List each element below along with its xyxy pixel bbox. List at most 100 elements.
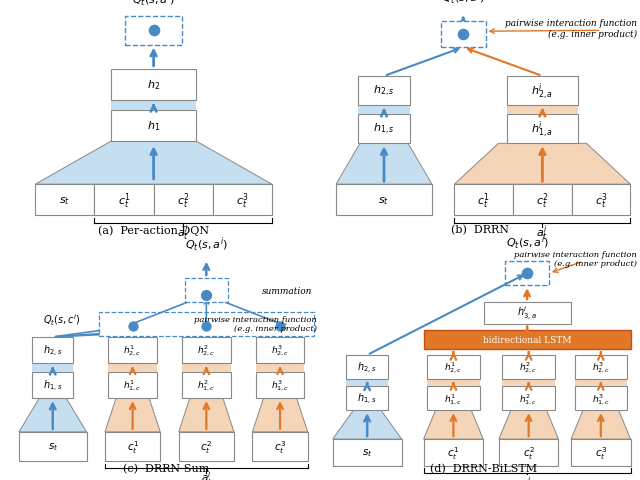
Bar bbox=[33, 364, 73, 372]
Bar bbox=[505, 262, 549, 286]
Text: $h_{1,c}^1$: $h_{1,c}^1$ bbox=[444, 391, 463, 406]
Bar bbox=[182, 337, 230, 364]
Bar bbox=[572, 185, 630, 216]
Text: $Q_t(s, a^i)$: $Q_t(s, a^i)$ bbox=[506, 233, 548, 252]
Text: $h_{1,s}$: $h_{1,s}$ bbox=[43, 378, 63, 393]
Text: $s_t$: $s_t$ bbox=[47, 441, 58, 452]
Bar bbox=[499, 439, 559, 466]
Text: $h_{1,c}^3$: $h_{1,c}^3$ bbox=[271, 378, 289, 393]
Bar bbox=[154, 185, 212, 216]
Bar bbox=[35, 185, 95, 216]
Bar bbox=[575, 379, 627, 386]
Bar bbox=[571, 439, 630, 466]
Text: (b)  DRRN: (b) DRRN bbox=[451, 225, 509, 235]
Text: $s_t$: $s_t$ bbox=[60, 194, 70, 206]
Text: $c_t^1$: $c_t^1$ bbox=[447, 444, 460, 461]
Text: (c)  DRRN-Sum: (c) DRRN-Sum bbox=[124, 463, 209, 473]
Bar bbox=[427, 386, 479, 410]
Text: $c_t^2$: $c_t^2$ bbox=[536, 191, 548, 210]
Bar bbox=[111, 110, 196, 142]
Bar bbox=[484, 302, 571, 324]
Bar bbox=[358, 77, 410, 106]
Text: pairwise interaction function
(e.g. inner product): pairwise interaction function (e.g. inne… bbox=[505, 19, 637, 38]
Bar bbox=[108, 372, 157, 398]
Bar bbox=[427, 379, 479, 386]
Text: $h_{2,a}^i$: $h_{2,a}^i$ bbox=[531, 81, 554, 102]
Polygon shape bbox=[105, 398, 160, 432]
Text: summation: summation bbox=[262, 286, 312, 295]
Text: $h_{1,c}^2$: $h_{1,c}^2$ bbox=[197, 378, 216, 393]
Text: $Q_t(s, a^i)$: $Q_t(s, a^i)$ bbox=[132, 0, 175, 9]
Text: $c_t^3$: $c_t^3$ bbox=[595, 191, 607, 210]
Text: pairwise interaction function
(e.g. inner product): pairwise interaction function (e.g. inne… bbox=[514, 251, 637, 268]
Bar bbox=[508, 106, 578, 115]
Bar bbox=[256, 372, 305, 398]
Text: $a_t^i$: $a_t^i$ bbox=[536, 223, 548, 242]
Bar bbox=[111, 70, 196, 101]
Text: $h_{1,s}$: $h_{1,s}$ bbox=[373, 122, 395, 137]
Text: $h_{1,c}^3$: $h_{1,c}^3$ bbox=[591, 391, 610, 406]
Text: $h_{2,s}$: $h_{2,s}$ bbox=[358, 360, 377, 375]
Bar bbox=[513, 185, 572, 216]
Bar bbox=[424, 439, 483, 466]
Bar bbox=[108, 337, 157, 364]
Text: $c_t^3$: $c_t^3$ bbox=[595, 444, 607, 461]
Bar bbox=[346, 386, 388, 410]
Polygon shape bbox=[454, 144, 630, 185]
Bar bbox=[502, 379, 555, 386]
Point bbox=[458, 31, 468, 39]
Text: $h_{1,c}^2$: $h_{1,c}^2$ bbox=[520, 391, 538, 406]
Bar bbox=[105, 432, 160, 461]
Bar bbox=[182, 372, 230, 398]
Text: $h_{2,s}$: $h_{2,s}$ bbox=[43, 343, 63, 358]
Polygon shape bbox=[336, 144, 432, 185]
Text: $a_t^i$: $a_t^i$ bbox=[200, 469, 212, 480]
Polygon shape bbox=[571, 410, 630, 439]
Text: $h_{1,a}^i$: $h_{1,a}^i$ bbox=[531, 119, 554, 140]
Bar bbox=[212, 185, 272, 216]
Point bbox=[522, 270, 532, 277]
Bar bbox=[33, 372, 73, 398]
Text: $h_{2,c}^1$: $h_{2,c}^1$ bbox=[444, 360, 463, 374]
Bar bbox=[256, 364, 305, 372]
Bar bbox=[19, 432, 86, 461]
Polygon shape bbox=[499, 410, 559, 439]
Bar bbox=[575, 355, 627, 379]
Text: $c_t^1$: $c_t^1$ bbox=[127, 438, 139, 455]
Text: $Q_t(s, a^i)$: $Q_t(s, a^i)$ bbox=[185, 236, 228, 254]
Bar bbox=[111, 101, 196, 110]
Bar bbox=[33, 337, 73, 364]
Bar bbox=[441, 22, 486, 48]
Text: $h_{2,c}^3$: $h_{2,c}^3$ bbox=[591, 360, 610, 374]
Bar bbox=[502, 386, 555, 410]
Text: $c_t^2$: $c_t^2$ bbox=[523, 444, 534, 461]
Text: (a)  Per-action DQN: (a) Per-action DQN bbox=[98, 225, 209, 235]
Text: $Q_t(s, a^i)$: $Q_t(s, a^i)$ bbox=[442, 0, 484, 7]
Text: $a_t^i$: $a_t^i$ bbox=[177, 223, 189, 242]
Bar bbox=[252, 432, 308, 461]
Point bbox=[148, 27, 159, 35]
Bar bbox=[125, 17, 182, 46]
Text: $h_{1,c}^1$: $h_{1,c}^1$ bbox=[124, 378, 142, 393]
Bar bbox=[508, 77, 578, 106]
Bar bbox=[508, 115, 578, 144]
Bar bbox=[502, 355, 555, 379]
Point bbox=[201, 323, 211, 330]
Bar bbox=[575, 386, 627, 410]
Text: $s_t$: $s_t$ bbox=[362, 446, 372, 458]
Polygon shape bbox=[179, 398, 234, 432]
Point bbox=[127, 323, 138, 330]
Bar bbox=[358, 106, 410, 115]
Text: $c_t^3$: $c_t^3$ bbox=[236, 191, 249, 210]
Bar bbox=[256, 337, 305, 364]
Text: $c_t^3$: $c_t^3$ bbox=[274, 438, 286, 455]
Text: $Q_t(s,c^i)$: $Q_t(s,c^i)$ bbox=[44, 312, 81, 327]
Polygon shape bbox=[35, 142, 272, 185]
Polygon shape bbox=[19, 398, 86, 432]
Bar bbox=[95, 185, 154, 216]
Text: $h_{2,c}^1$: $h_{2,c}^1$ bbox=[124, 343, 142, 358]
Bar bbox=[336, 185, 432, 216]
Text: $c_t^1$: $c_t^1$ bbox=[118, 191, 131, 210]
Text: $h_{2,s}$: $h_{2,s}$ bbox=[373, 84, 395, 99]
Text: $h_1$: $h_1$ bbox=[147, 119, 160, 133]
